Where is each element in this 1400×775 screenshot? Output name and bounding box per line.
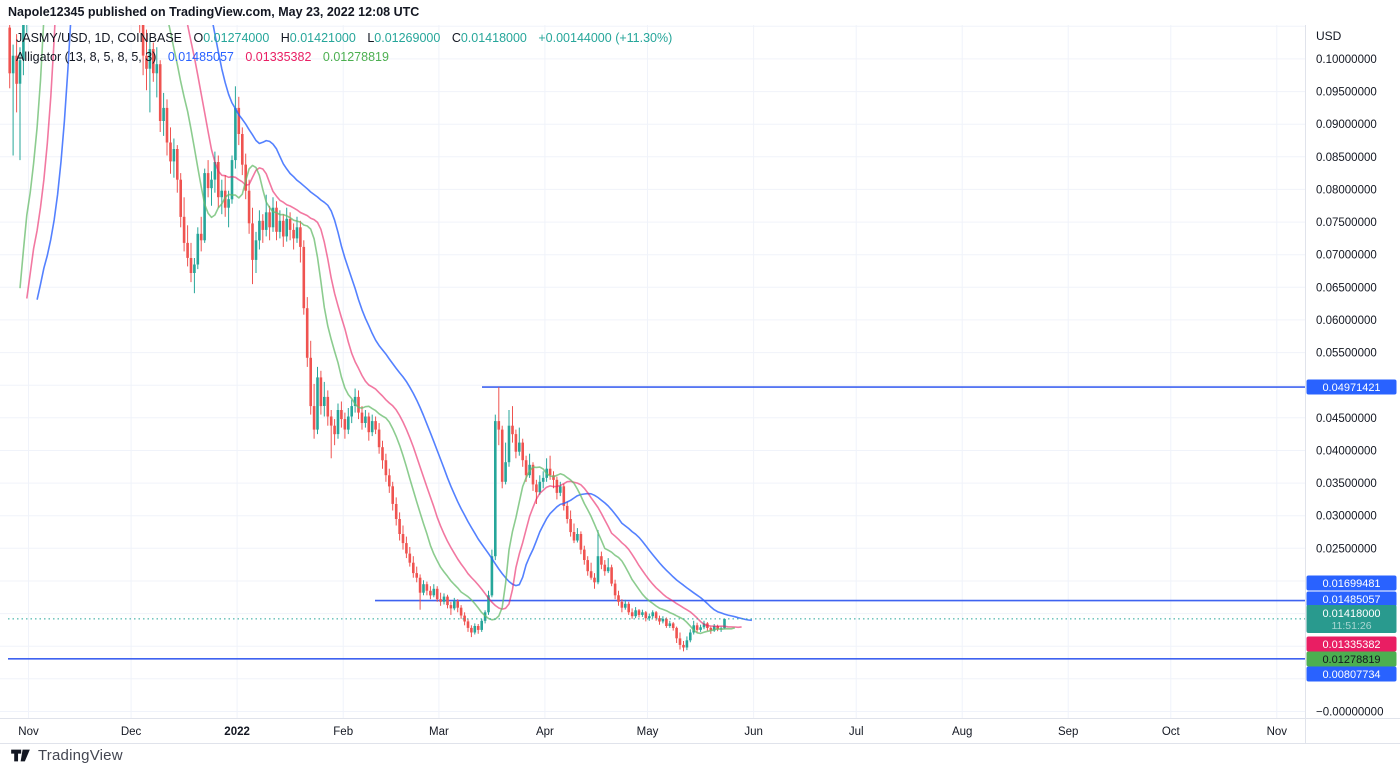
svg-text:Nov: Nov — [1267, 726, 1288, 738]
alligator-jaw-line[interactable] — [36, 0, 752, 622]
chart-legend: JASMY/USD, 1D, COINBASE O0.01274000 H0.0… — [16, 30, 672, 68]
tradingview-watermark[interactable]: TradingView — [10, 745, 123, 766]
svg-text:0.01278819: 0.01278819 — [1322, 654, 1380, 666]
price-axis-label-0.01699481: 0.01699481 — [1306, 575, 1397, 591]
open-value: 0.01274000 — [203, 31, 270, 45]
svg-text:0.09500000: 0.09500000 — [1316, 87, 1377, 99]
svg-text:Sep: Sep — [1058, 726, 1078, 738]
svg-text:0.06500000: 0.06500000 — [1316, 282, 1377, 294]
indicator-name[interactable]: Alligator (13, 8, 5, 8, 5, 3) — [16, 50, 157, 64]
svg-text:0.03000000: 0.03000000 — [1316, 511, 1377, 523]
svg-text:0.01699481: 0.01699481 — [1322, 578, 1380, 590]
attribution-text: Napole12345 published on TradingView.com… — [8, 5, 420, 19]
symbol-legend-row[interactable]: JASMY/USD, 1D, COINBASE O0.01274000 H0.0… — [16, 30, 672, 47]
svg-text:0.04000000: 0.04000000 — [1316, 446, 1377, 458]
alligator-lips-value: 0.01278819 — [322, 50, 389, 64]
svg-text:0.07500000: 0.07500000 — [1316, 217, 1377, 229]
alligator-jaw-value: 0.01485057 — [167, 50, 234, 64]
close-label: C — [451, 31, 461, 45]
svg-text:0.08500000: 0.08500000 — [1316, 152, 1377, 164]
svg-text:0.05500000: 0.05500000 — [1316, 348, 1377, 360]
svg-text:Aug: Aug — [952, 726, 972, 738]
svg-text:0.04500000: 0.04500000 — [1316, 413, 1377, 425]
svg-text:0.00807734: 0.00807734 — [1322, 669, 1380, 681]
candles-layer[interactable] — [8, 0, 726, 652]
tradingview-logo-icon — [11, 749, 30, 762]
svg-text:11:51:26: 11:51:26 — [1331, 620, 1371, 632]
price-axis-label-0.01278819: 0.01278819 — [1306, 651, 1397, 667]
svg-text:Dec: Dec — [121, 726, 142, 738]
svg-text:Oct: Oct — [1162, 726, 1181, 738]
svg-text:0.07000000: 0.07000000 — [1316, 250, 1377, 262]
price-axis-label-0.00807734: 0.00807734 — [1306, 666, 1397, 682]
tradingview-brand-text: TradingView — [38, 747, 123, 764]
alligator-teeth-value: 0.01335382 — [245, 50, 312, 64]
alligator-lips-line[interactable] — [19, 0, 736, 635]
svg-text:Apr: Apr — [536, 726, 554, 738]
indicator-legend-row[interactable]: Alligator (13, 8, 5, 8, 5, 3) 0.01485057… — [16, 49, 672, 66]
price-axis-label-0.04971421: 0.04971421 — [1306, 379, 1397, 395]
low-label: L — [367, 31, 375, 45]
svg-text:0.01418000: 0.01418000 — [1322, 608, 1380, 620]
svg-text:Jul: Jul — [849, 726, 864, 738]
svg-text:Feb: Feb — [333, 726, 353, 738]
svg-text:Mar: Mar — [429, 726, 449, 738]
alligator-teeth-line[interactable] — [26, 0, 742, 629]
svg-text:0.04971421: 0.04971421 — [1322, 382, 1380, 394]
svg-text:Nov: Nov — [18, 726, 39, 738]
high-value: 0.01421000 — [289, 31, 356, 45]
change-value: +0.00144000 (+11.30%) — [538, 31, 673, 45]
svg-text:0.01335382: 0.01335382 — [1322, 639, 1380, 651]
svg-text:0.10000000: 0.10000000 — [1316, 54, 1377, 66]
svg-text:−0.00000000: −0.00000000 — [1316, 707, 1383, 719]
svg-text:2022: 2022 — [224, 726, 250, 738]
low-value: 0.01269000 — [374, 31, 441, 45]
high-label: H — [280, 31, 290, 45]
symbol-title[interactable]: JASMY/USD, 1D, COINBASE — [16, 31, 183, 45]
grid-layer — [0, 25, 1305, 718]
svg-text:0.06000000: 0.06000000 — [1316, 315, 1377, 327]
close-value: 0.01418000 — [460, 31, 527, 45]
svg-text:0.03500000: 0.03500000 — [1316, 478, 1377, 490]
svg-text:0.01485057: 0.01485057 — [1322, 594, 1380, 606]
time-axis[interactable]: Nov Dec 2022 Feb Mar Apr May Jun Jul Aug Sep Oct Nov — [18, 726, 1287, 738]
svg-text:0.08000000: 0.08000000 — [1316, 184, 1377, 196]
svg-text:0.02500000: 0.02500000 — [1316, 543, 1377, 555]
svg-text:May: May — [637, 726, 659, 738]
price-axis[interactable]: USD 0.10000000 0.09500000 0.09000000 0.08500… — [1316, 29, 1383, 719]
svg-text:Jun: Jun — [744, 726, 763, 738]
svg-text:0.09000000: 0.09000000 — [1316, 119, 1377, 131]
currency-label: USD — [1316, 29, 1342, 43]
price-axis-label-0.01485057: 0.01485057 — [1306, 591, 1397, 607]
open-label: O — [193, 31, 204, 45]
price-axis-label-0.01335382: 0.01335382 — [1306, 636, 1397, 652]
